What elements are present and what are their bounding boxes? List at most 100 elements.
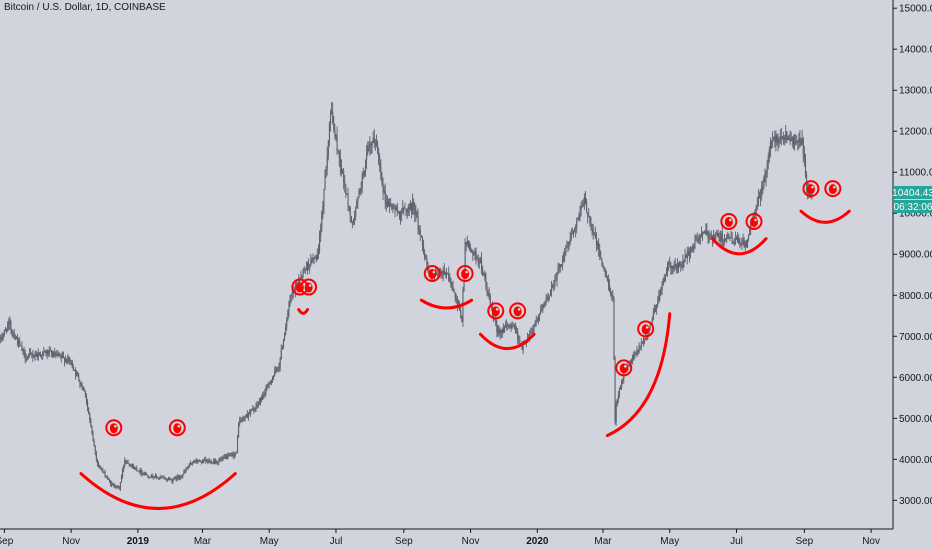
candle-body xyxy=(47,350,49,355)
eye-outline xyxy=(105,419,123,437)
price-tick-label: 14000.00 xyxy=(899,45,932,56)
candle-body xyxy=(150,474,152,478)
candle-body xyxy=(15,338,18,339)
eye-pupil xyxy=(724,216,733,227)
candle-body xyxy=(206,460,208,462)
candle-body xyxy=(680,264,682,266)
price-tick-label: 11000.00 xyxy=(899,168,932,179)
eye-outline xyxy=(802,180,820,198)
time-tick-label: Jul xyxy=(730,536,743,547)
candle-body xyxy=(323,189,325,207)
candle-body xyxy=(352,219,355,223)
eye-pupil xyxy=(806,184,815,195)
candle-body xyxy=(140,469,142,474)
bar-countdown-value: 06:32:06 xyxy=(894,202,932,213)
candle-body xyxy=(675,264,677,268)
candle-body xyxy=(172,479,174,482)
candle-body xyxy=(263,394,265,395)
candle-body xyxy=(73,369,76,371)
smiley-eye xyxy=(105,419,123,437)
candle-body xyxy=(755,206,757,214)
candle-body xyxy=(717,233,719,238)
candle-body xyxy=(184,471,186,472)
candle-body xyxy=(741,238,743,243)
candle-body xyxy=(127,461,129,464)
candle-body xyxy=(118,486,120,489)
candle-body xyxy=(66,359,68,362)
candle-body xyxy=(369,144,371,147)
candle-body xyxy=(49,350,51,352)
candle-body xyxy=(129,464,131,467)
candle-body xyxy=(143,474,146,476)
candle-body xyxy=(262,394,264,400)
smiley-mouth xyxy=(79,472,237,510)
candle-body xyxy=(484,273,486,279)
candle-body xyxy=(31,353,33,355)
candle-body xyxy=(753,212,755,222)
candle-body xyxy=(570,233,572,239)
candle-body xyxy=(289,296,291,303)
candle-body xyxy=(198,460,200,462)
candle-body xyxy=(638,346,640,352)
candle-body xyxy=(379,162,381,168)
candle-body xyxy=(266,384,268,390)
candle-body xyxy=(771,140,773,143)
candle-body xyxy=(361,173,363,187)
candle-body xyxy=(273,375,275,378)
candle-body xyxy=(322,206,324,212)
candle-body xyxy=(578,215,580,219)
candle-body xyxy=(748,234,750,239)
eye-outline xyxy=(745,212,763,230)
candle-body xyxy=(611,294,613,296)
candle-body xyxy=(163,477,165,479)
candle-body xyxy=(145,473,147,475)
eye-highlight xyxy=(465,270,468,274)
smiley-eye xyxy=(745,212,763,230)
candle-body xyxy=(128,463,130,465)
candle-body xyxy=(461,317,463,322)
candle-body xyxy=(165,479,167,481)
candle-body xyxy=(10,323,12,330)
candle-body xyxy=(695,239,697,241)
candle-body xyxy=(230,454,232,456)
candle-body xyxy=(137,470,139,472)
candle-body xyxy=(416,212,418,217)
candle-body xyxy=(359,190,361,192)
smiley-eye xyxy=(423,265,441,283)
candle-body xyxy=(634,353,636,355)
candle-body xyxy=(514,328,517,330)
smiley-eye xyxy=(168,419,186,437)
candle-body xyxy=(383,191,385,192)
candle-body xyxy=(693,245,695,248)
candle-body xyxy=(72,367,74,370)
candle-body xyxy=(169,479,171,481)
candle-body xyxy=(170,479,172,481)
smiley-mouth xyxy=(605,312,672,438)
candle-body xyxy=(652,313,654,319)
candle-body xyxy=(94,445,96,453)
eye-outline xyxy=(637,320,655,338)
candle-body xyxy=(403,207,405,209)
candle-body xyxy=(11,329,13,333)
candle-body xyxy=(209,460,211,462)
candle-body xyxy=(2,334,4,338)
candle-body xyxy=(115,487,117,489)
candle-body xyxy=(346,193,348,195)
candle-body xyxy=(300,276,302,280)
candle-body xyxy=(681,264,683,267)
candle-body xyxy=(382,183,384,192)
candle-body xyxy=(356,201,358,208)
candle-body xyxy=(274,370,276,376)
candle-body xyxy=(259,398,262,402)
candle-body xyxy=(104,472,106,477)
candle-body xyxy=(671,266,673,269)
candle-body xyxy=(35,353,37,356)
candle-body xyxy=(192,462,194,464)
candle-body xyxy=(37,353,39,357)
candle-body xyxy=(186,468,188,470)
candle-body xyxy=(513,325,515,329)
candle-body xyxy=(24,352,26,360)
candle-body xyxy=(294,283,297,291)
candle-body xyxy=(87,401,89,408)
price-tick-label: 5000.00 xyxy=(899,414,932,425)
